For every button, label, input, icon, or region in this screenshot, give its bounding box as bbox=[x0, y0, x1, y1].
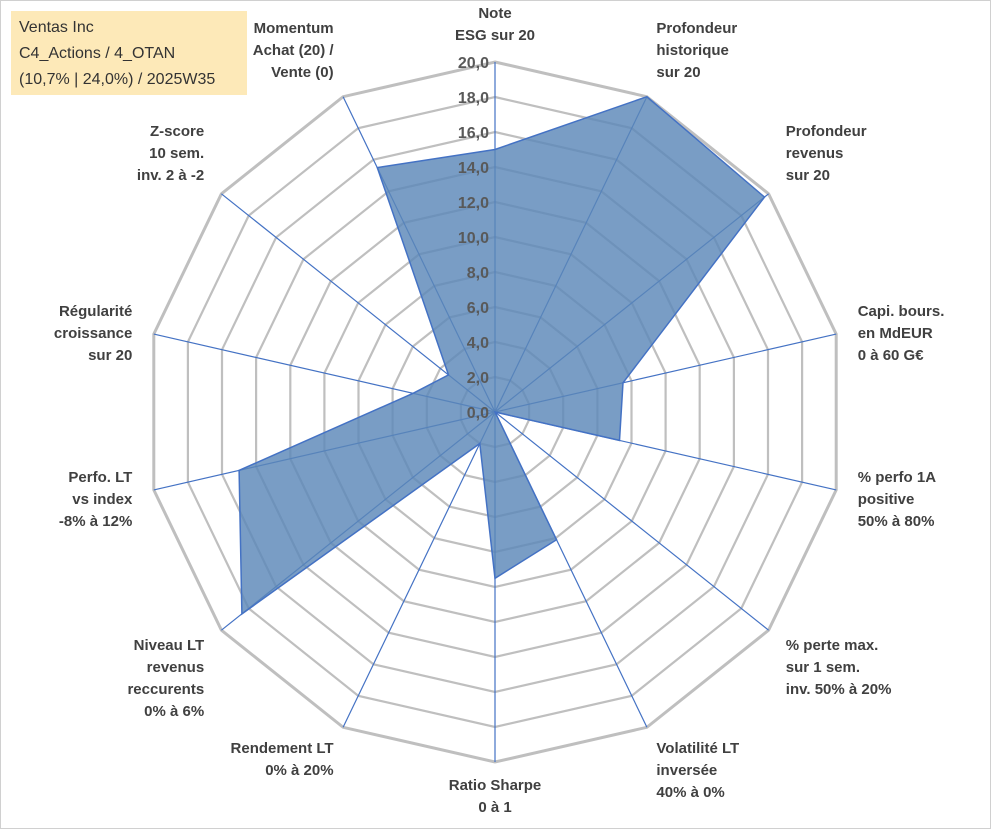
axis-label-3: Profondeur revenus sur 20 bbox=[786, 123, 867, 184]
tick-label: 10,0 bbox=[458, 230, 489, 247]
tick-label: 18,0 bbox=[458, 90, 489, 107]
axis-label-line: Ratio Sharpe bbox=[449, 777, 542, 794]
axis-label-line: sur 20 bbox=[786, 167, 830, 184]
axis-label-line: Z-score bbox=[150, 123, 204, 140]
axis-label-line: en MdEUR bbox=[858, 325, 933, 342]
tick-label: 20,0 bbox=[458, 55, 489, 72]
tick-label: 12,0 bbox=[458, 195, 489, 212]
axis-label-line: sur 20 bbox=[88, 347, 132, 364]
portfolio-name: C4_Actions / 4_OTAN bbox=[19, 45, 176, 62]
spoke-9 bbox=[342, 411, 496, 728]
axis-label-8: Ratio Sharpe 0 à 1 bbox=[449, 777, 542, 816]
axis-label-line: Régularité bbox=[59, 303, 132, 320]
axis-label-line: 0% à 20% bbox=[265, 762, 333, 779]
axis-label-line: croissance bbox=[54, 325, 132, 342]
radar-axis-labels: Note ESG sur 20 Profondeur historique sur 20… bbox=[54, 5, 944, 816]
axis-label-line: Note bbox=[478, 5, 511, 22]
axis-label-line: Vente (0) bbox=[271, 64, 334, 81]
axis-label-line: revenus bbox=[786, 145, 844, 162]
axis-label-line: Rendement LT bbox=[231, 740, 334, 757]
axis-label-line: Volatilité LT bbox=[656, 740, 739, 757]
tick-label: 14,0 bbox=[458, 160, 489, 177]
axis-label-10: Niveau LT revenus reccurents 0% à 6% bbox=[127, 637, 204, 720]
tick-label: 6,0 bbox=[467, 300, 489, 317]
axis-label-line: % perfo 1A bbox=[858, 469, 937, 486]
info-box: Ventas Inc C4_Actions / 4_OTAN (10,7% | … bbox=[11, 11, 247, 95]
axis-label-line: Profondeur bbox=[786, 123, 867, 140]
axis-label-line: inversée bbox=[656, 762, 717, 779]
series-area bbox=[238, 95, 766, 616]
tick-label: 8,0 bbox=[467, 265, 489, 282]
axis-label-line: Capi. bours. bbox=[858, 303, 945, 320]
axis-label-line: 50% à 80% bbox=[858, 513, 935, 530]
axis-label-line: reccurents bbox=[127, 681, 204, 698]
axis-label-line: Momentum bbox=[254, 20, 334, 37]
axis-label-line: Niveau LT bbox=[134, 637, 205, 654]
radar-tick-labels: 0,0 2,0 4,0 6,0 8,0 10,0 12,0 14,0 16,0 18,0 20,0 bbox=[458, 55, 489, 422]
axis-label-line: 40% à 0% bbox=[656, 784, 724, 801]
spoke-6 bbox=[494, 411, 769, 631]
axis-label-6: % perte max. sur 1 sem. inv. 50% à 20% bbox=[786, 637, 892, 698]
axis-label-4: Capi. bours. en MdEUR 0 à 60 G€ bbox=[858, 303, 945, 364]
axis-label-line: positive bbox=[858, 491, 915, 508]
axis-label-line: -8% à 12% bbox=[59, 513, 132, 530]
axis-label-line: ESG sur 20 bbox=[455, 27, 535, 44]
axis-label-13: Z-score 10 sem. inv. 2 à -2 bbox=[137, 123, 204, 184]
axis-label-12: Régularité croissance sur 20 bbox=[54, 303, 132, 364]
axis-label-line: Achat (20) / bbox=[253, 42, 335, 59]
axis-label-7: Volatilité LT inversée 40% à 0% bbox=[656, 740, 739, 801]
axis-label-2: Profondeur historique sur 20 bbox=[656, 20, 737, 81]
axis-label-line: vs index bbox=[72, 491, 133, 508]
axis-label-1: Note ESG sur 20 bbox=[455, 5, 535, 44]
tick-label: 4,0 bbox=[467, 335, 489, 352]
axis-label-line: 10 sem. bbox=[149, 145, 204, 162]
axis-label-line: sur 20 bbox=[656, 64, 700, 81]
axis-label-line: 0 à 60 G€ bbox=[858, 347, 925, 364]
axis-label-line: Perfo. LT bbox=[68, 469, 132, 486]
axis-label-line: sur 1 sem. bbox=[786, 659, 860, 676]
axis-label-9: Rendement LT 0% à 20% bbox=[231, 740, 334, 779]
axis-label-line: % perte max. bbox=[786, 637, 879, 654]
axis-label-line: Profondeur bbox=[656, 20, 737, 37]
axis-label-line: 0 à 1 bbox=[478, 799, 511, 816]
performance-stats: (10,7% | 24,0%) / 2025W35 bbox=[19, 71, 216, 88]
axis-label-line: revenus bbox=[147, 659, 205, 676]
axis-label-line: 0% à 6% bbox=[144, 703, 204, 720]
axis-label-line: inv. 50% à 20% bbox=[786, 681, 892, 698]
tick-label: 0,0 bbox=[467, 405, 489, 422]
axis-label-14: Momentum Achat (20) / Vente (0) bbox=[253, 20, 335, 81]
axis-label-line: historique bbox=[656, 42, 729, 59]
company-name: Ventas Inc bbox=[19, 19, 94, 36]
axis-label-line: inv. 2 à -2 bbox=[137, 167, 204, 184]
axis-label-5: % perfo 1A positive 50% à 80% bbox=[858, 469, 937, 530]
tick-label: 16,0 bbox=[458, 125, 489, 142]
axis-label-11: Perfo. LT vs index -8% à 12% bbox=[59, 469, 133, 530]
tick-label: 2,0 bbox=[467, 370, 489, 387]
radar-series bbox=[238, 95, 766, 616]
